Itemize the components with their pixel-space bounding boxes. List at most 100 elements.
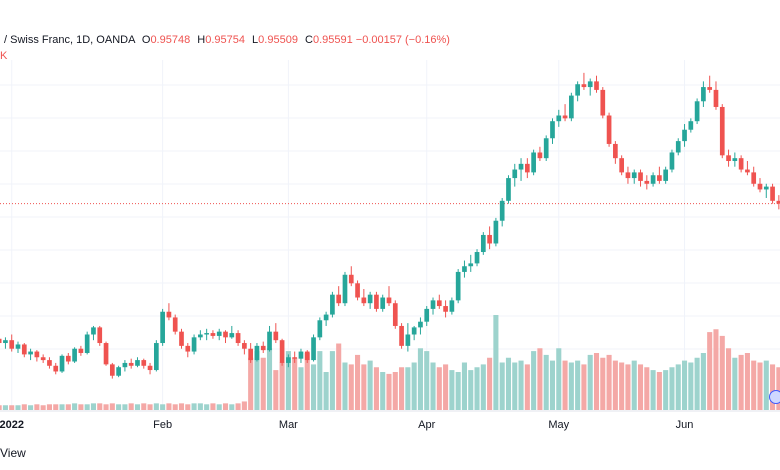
volume-bar bbox=[732, 357, 738, 410]
candle-body bbox=[499, 200, 505, 221]
volume-bar bbox=[160, 404, 166, 410]
candle-body bbox=[65, 355, 71, 362]
x-tick-label: Feb bbox=[153, 419, 172, 431]
volume-bar bbox=[72, 403, 78, 410]
candle-body bbox=[757, 183, 763, 190]
candle-body bbox=[713, 89, 719, 107]
volume-bar bbox=[625, 364, 631, 410]
high-value: 0.95754 bbox=[205, 34, 245, 46]
candle-body bbox=[172, 317, 178, 332]
volume-bar bbox=[166, 403, 172, 410]
volume-bar bbox=[512, 362, 518, 410]
volume-bar bbox=[2, 405, 8, 410]
volume-bar bbox=[531, 351, 537, 410]
candle-body bbox=[430, 300, 436, 309]
candle-body bbox=[179, 331, 184, 346]
candle-body bbox=[581, 84, 587, 88]
volume-bar bbox=[90, 403, 97, 410]
candle-body bbox=[480, 234, 486, 253]
candle-body bbox=[694, 101, 700, 122]
candle-body bbox=[600, 89, 606, 116]
candle-body bbox=[355, 283, 360, 298]
volume-bar bbox=[776, 367, 780, 410]
volume-bar bbox=[549, 360, 556, 410]
candle-body bbox=[109, 364, 115, 376]
low-value: 0.95509 bbox=[258, 34, 298, 46]
volume-bar bbox=[15, 405, 21, 410]
candle-body bbox=[330, 294, 335, 315]
candle-body bbox=[606, 115, 612, 144]
footer-view-text[interactable]: View bbox=[0, 446, 26, 460]
volume-bar bbox=[279, 362, 285, 410]
volume-bar bbox=[185, 404, 191, 410]
volume-bar bbox=[675, 364, 681, 410]
candle-body bbox=[84, 334, 90, 353]
candle-body bbox=[468, 263, 474, 267]
candle-body bbox=[298, 351, 304, 359]
candle-body bbox=[418, 321, 423, 328]
candle-body bbox=[216, 331, 222, 336]
volume-bar bbox=[260, 357, 266, 410]
volume-bar bbox=[631, 360, 637, 410]
volume-bar bbox=[222, 403, 229, 410]
volume-bar bbox=[134, 404, 141, 410]
volume-bar bbox=[197, 403, 203, 410]
candle-body bbox=[537, 152, 543, 159]
candle-body bbox=[763, 186, 769, 190]
candle-body bbox=[669, 152, 675, 170]
candle-body bbox=[701, 87, 706, 102]
candle-body bbox=[235, 333, 241, 344]
candle-body bbox=[279, 340, 285, 363]
volume-bar bbox=[141, 403, 147, 410]
volume-bar bbox=[266, 348, 273, 410]
candle-body bbox=[147, 365, 153, 371]
volume-bar bbox=[593, 353, 600, 410]
volume-bar bbox=[361, 364, 367, 410]
volume-bar bbox=[455, 372, 461, 410]
volume-bar bbox=[59, 404, 65, 410]
candle-body bbox=[587, 81, 593, 88]
volume-bar bbox=[103, 404, 109, 410]
candle-body bbox=[166, 311, 172, 318]
candle-body bbox=[543, 138, 549, 159]
candle-body bbox=[650, 175, 656, 184]
volume-bar bbox=[172, 404, 178, 410]
candle-body bbox=[550, 121, 555, 139]
candle-body bbox=[524, 163, 530, 173]
volume-bar bbox=[392, 372, 398, 410]
candle-body bbox=[72, 348, 77, 362]
candle-body bbox=[185, 345, 191, 352]
volume-bar bbox=[694, 357, 700, 410]
x-tick-label: May bbox=[548, 419, 569, 431]
volume-bar bbox=[317, 351, 323, 410]
volume-bar bbox=[84, 404, 90, 410]
candle-body bbox=[260, 345, 266, 351]
candle-body bbox=[103, 343, 109, 365]
candle-body bbox=[342, 274, 348, 304]
candle-body bbox=[91, 327, 96, 335]
candle-body bbox=[562, 115, 568, 119]
x-tick-label: Jun bbox=[676, 419, 694, 431]
candle-body bbox=[78, 348, 84, 353]
candle-body bbox=[399, 325, 404, 346]
candle-body bbox=[613, 143, 618, 159]
candle-body bbox=[116, 367, 121, 376]
candle-body bbox=[449, 300, 455, 312]
candle-body bbox=[462, 266, 467, 272]
candle-body bbox=[380, 297, 386, 309]
flag-icon[interactable] bbox=[769, 390, 780, 404]
volume-bar bbox=[336, 343, 342, 410]
volume-bar bbox=[292, 357, 298, 410]
candle-body bbox=[198, 334, 203, 338]
volume-bar bbox=[405, 367, 411, 410]
candle-body bbox=[424, 308, 430, 322]
volume-bar bbox=[373, 367, 379, 410]
candle-body bbox=[223, 331, 228, 338]
candle-body bbox=[267, 331, 272, 351]
volume-bar bbox=[191, 403, 197, 410]
volume-bar bbox=[663, 370, 669, 410]
high-label: H bbox=[197, 34, 206, 46]
close-label: C bbox=[305, 34, 313, 46]
volume-bar bbox=[581, 364, 587, 410]
